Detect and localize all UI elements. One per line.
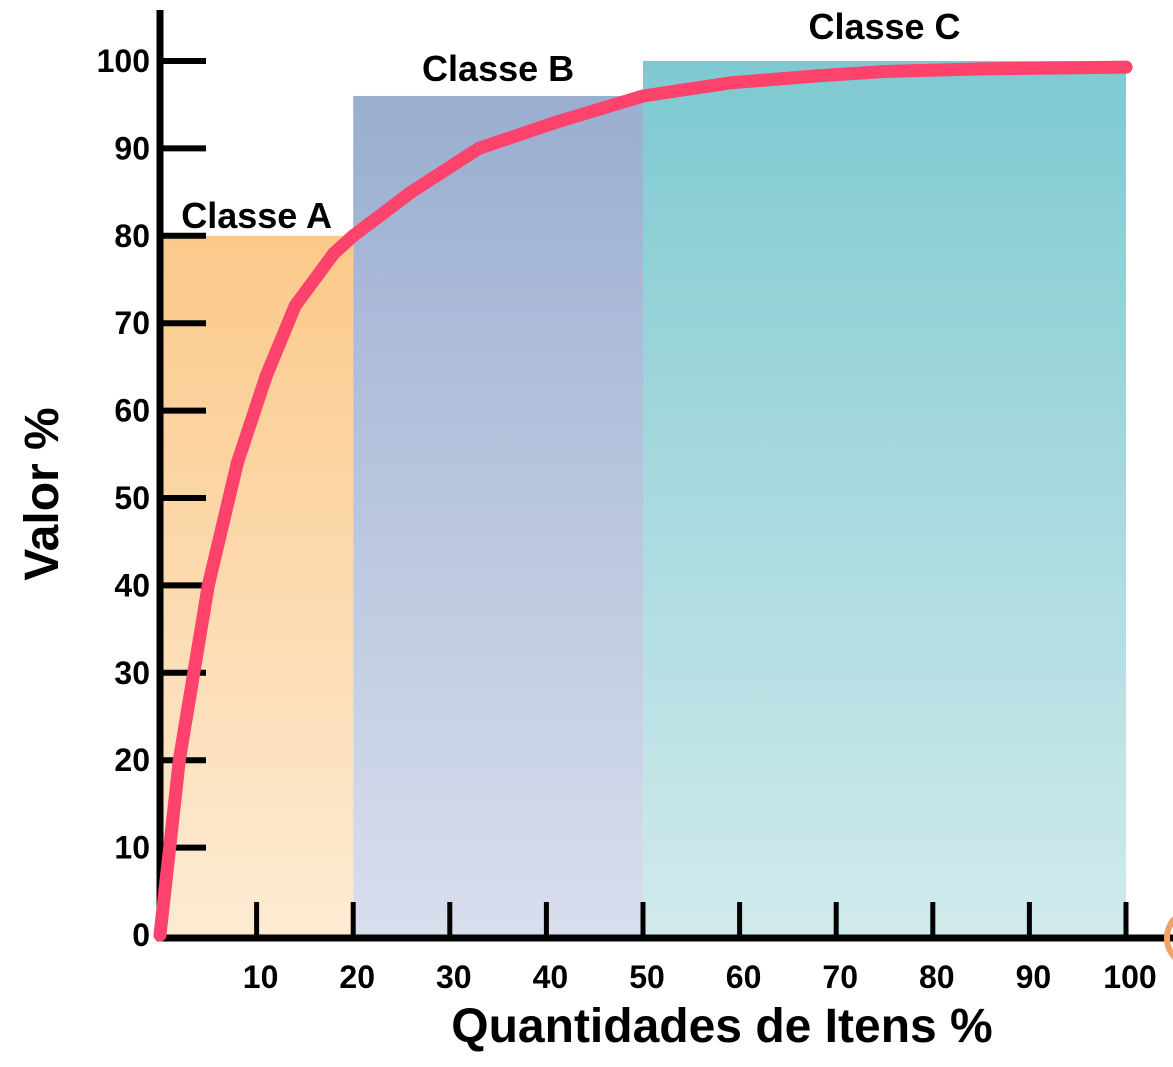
corner-decoration-icon — [1164, 916, 1173, 960]
series-point — [810, 69, 824, 83]
x-axis-title: Quantidades de Itens % — [451, 1000, 992, 1053]
series-point — [288, 299, 302, 313]
axes — [156, 10, 1173, 942]
series-point — [878, 64, 891, 78]
series-point — [230, 456, 244, 470]
x-tick-label: 80 — [919, 959, 955, 995]
series-point — [259, 369, 273, 383]
x-tick-label: 40 — [533, 959, 569, 995]
y-tick-label: 10 — [114, 830, 150, 866]
series-point — [327, 246, 341, 260]
series-point — [1119, 60, 1133, 74]
region-label-classe-a: Classe A — [181, 195, 332, 236]
series-point — [201, 578, 215, 592]
class-regions — [160, 61, 1126, 936]
y-tick-label: 30 — [114, 655, 150, 691]
series-point — [636, 89, 650, 103]
y-tick-label: 60 — [114, 393, 150, 429]
y-tick-label: 80 — [114, 218, 150, 254]
x-tick-label: 90 — [1016, 959, 1052, 995]
x-ticks: 10 20 30 40 50 60 70 80 90 100 — [243, 902, 1157, 995]
series — [153, 60, 1133, 942]
series-point — [172, 753, 186, 767]
x-tick-label: 100 — [1103, 959, 1156, 995]
y-tick-label: 70 — [114, 305, 150, 341]
series-point — [974, 62, 988, 76]
series-point — [404, 185, 418, 199]
x-tick-label: 60 — [726, 959, 762, 995]
series-point — [723, 76, 737, 90]
series-point — [346, 229, 360, 243]
y-axis-title: Valor % — [16, 407, 69, 580]
x-tick-label: 70 — [822, 959, 858, 995]
region-classe-b — [353, 95, 643, 935]
region-label-classe-c: Classe C — [808, 6, 960, 47]
series-point — [472, 141, 486, 155]
series-point — [549, 115, 563, 129]
class-labels: Classe A Classe B Classe C — [181, 6, 960, 236]
x-tick-label: 30 — [436, 959, 472, 995]
x-tick-label: 10 — [243, 959, 279, 995]
y-tick-label: 50 — [114, 480, 150, 516]
y-tick-label: 0 — [132, 917, 150, 953]
y-tick-label: 100 — [97, 43, 150, 79]
region-label-classe-b: Classe B — [422, 48, 574, 89]
y-tick-label: 20 — [114, 742, 150, 778]
series-point — [153, 928, 167, 942]
x-tick-label: 50 — [629, 959, 665, 995]
y-tick-label: 90 — [114, 130, 150, 166]
y-tick-label: 40 — [114, 567, 150, 603]
region-classe-c — [643, 61, 1126, 935]
x-tick-label: 20 — [339, 959, 375, 995]
